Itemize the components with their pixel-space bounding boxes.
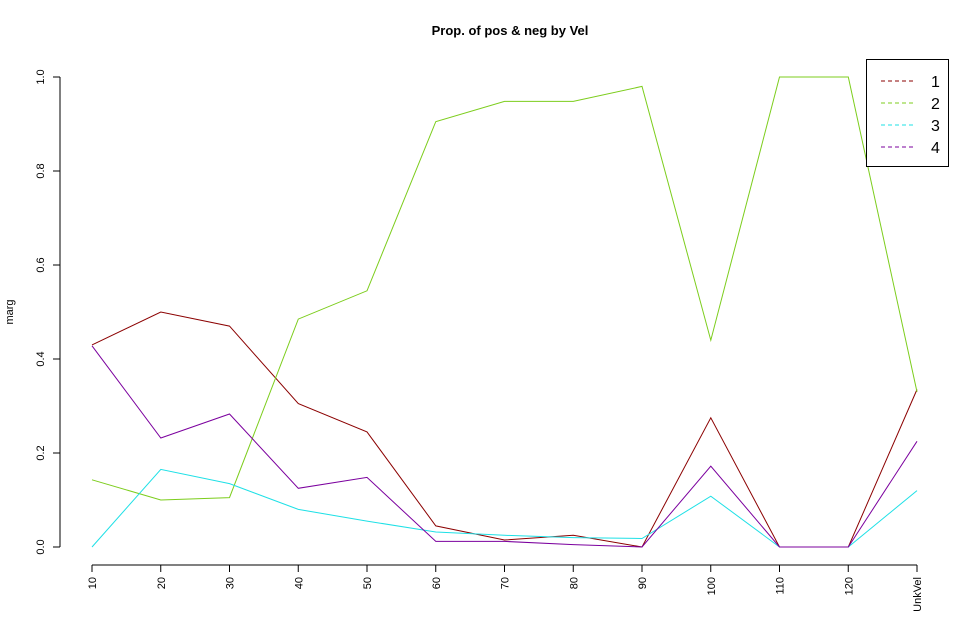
y-tick-label: 1.0 xyxy=(35,69,47,84)
legend: 1 2 3 4 xyxy=(866,59,949,167)
legend-label-1: 1 xyxy=(931,74,940,91)
chart-title: Prop. of pos & neg by Vel xyxy=(432,23,589,38)
y-tick-label: 0.2 xyxy=(35,445,47,460)
legend-label-3: 3 xyxy=(931,118,940,135)
x-tick-label: 70 xyxy=(500,577,512,589)
legend-label-4: 4 xyxy=(931,140,940,157)
x-tick-label: 30 xyxy=(225,577,237,589)
x-tick-label: 60 xyxy=(431,577,443,589)
y-axis: 0.0 0.2 0.4 0.6 0.8 1.0 xyxy=(35,69,61,555)
x-tick-label: UnkVel xyxy=(912,577,924,612)
x-tick-label: 110 xyxy=(775,577,787,595)
x-tick-label: 90 xyxy=(637,577,649,589)
series-1-line xyxy=(91,311,918,548)
series-layer xyxy=(91,76,918,548)
x-tick-label: 40 xyxy=(293,577,305,589)
x-tick-label: 120 xyxy=(843,577,855,595)
y-tick-label: 0.4 xyxy=(35,351,47,366)
x-tick-label: 10 xyxy=(87,577,99,589)
legend-box xyxy=(866,59,949,167)
x-tick-label: 80 xyxy=(568,577,580,589)
y-tick-label: 0.8 xyxy=(35,163,47,178)
series-4-line xyxy=(91,345,918,548)
series-3-line xyxy=(91,468,918,548)
y-axis-label: marg xyxy=(4,299,16,324)
y-tick-label: 0.0 xyxy=(35,539,47,554)
x-tick-label: 20 xyxy=(156,577,168,589)
legend-label-2: 2 xyxy=(931,96,940,113)
x-tick-label: 50 xyxy=(362,577,374,589)
x-tick-label: 100 xyxy=(706,577,718,595)
series-2-line xyxy=(91,76,918,501)
x-axis: 10 20 30 40 50 60 70 80 90 100 110 120 UnkVel xyxy=(87,564,924,612)
y-tick-label: 0.6 xyxy=(35,257,47,272)
